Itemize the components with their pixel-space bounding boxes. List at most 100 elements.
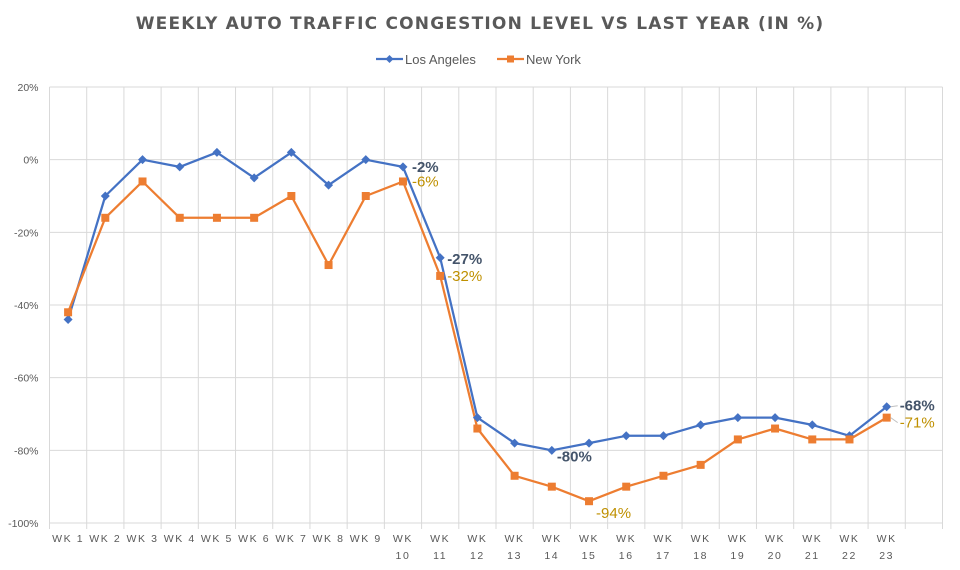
x-tick-label: WK bbox=[877, 533, 897, 545]
x-tick-label: WK bbox=[579, 533, 599, 545]
los-angeles-point bbox=[658, 431, 668, 441]
new-york-data-label: -32% bbox=[447, 268, 482, 285]
los-angeles-point bbox=[435, 253, 445, 263]
los-angeles-point bbox=[63, 315, 73, 325]
x-tick-label: WK 8 bbox=[313, 533, 345, 545]
label-leader-line bbox=[890, 417, 898, 424]
new-york-point bbox=[473, 424, 482, 433]
new-york-data-label: -6% bbox=[412, 173, 439, 190]
x-tick-label: WK bbox=[691, 533, 711, 545]
x-tick-label: 18 bbox=[693, 550, 708, 562]
y-tick-label: -20% bbox=[14, 227, 39, 239]
new-york-point bbox=[696, 460, 705, 469]
los-angeles-data-label: -2% bbox=[412, 159, 439, 176]
x-tick-label: 14 bbox=[544, 550, 559, 562]
grid bbox=[49, 86, 943, 529]
legend-los-angeles-label: Los Angeles bbox=[405, 52, 476, 67]
x-tick-label: WK bbox=[542, 533, 562, 545]
new-york-point bbox=[547, 482, 556, 491]
x-tick-label: 12 bbox=[470, 550, 485, 562]
new-york-point bbox=[175, 213, 184, 222]
los-angeles-line bbox=[67, 151, 888, 452]
los-angeles-point bbox=[547, 445, 557, 455]
new-york-point bbox=[733, 435, 742, 444]
x-tick-label: WK bbox=[616, 533, 636, 545]
los-angeles-point bbox=[361, 155, 371, 165]
los-angeles-data-label: -68% bbox=[900, 398, 935, 415]
x-tick-label: 21 bbox=[805, 550, 820, 562]
x-tick-label: WK bbox=[839, 533, 859, 545]
x-tick-label: WK 6 bbox=[238, 533, 270, 545]
x-tick-label: 13 bbox=[507, 550, 522, 562]
x-tick-label: 11 bbox=[433, 550, 447, 562]
new-york-point bbox=[882, 413, 891, 422]
los-angeles-point bbox=[324, 180, 334, 190]
new-york-point bbox=[212, 213, 221, 222]
los-angeles-point bbox=[510, 438, 520, 448]
los-angeles-point bbox=[175, 162, 185, 172]
x-tick-label: WK 4 bbox=[164, 533, 196, 545]
y-tick-label: 0% bbox=[23, 155, 38, 167]
los-angeles-data-label: -80% bbox=[557, 448, 592, 465]
x-tick-label: WK 3 bbox=[126, 533, 158, 545]
y-tick-label: 20% bbox=[17, 82, 38, 94]
new-york-point bbox=[845, 435, 854, 444]
new-york-point bbox=[138, 177, 147, 186]
x-tick-label: WK 2 bbox=[89, 533, 121, 545]
new-york-point bbox=[101, 213, 110, 222]
x-tick-label: 16 bbox=[619, 550, 634, 562]
los-angeles-point bbox=[100, 191, 110, 201]
los-angeles-point bbox=[696, 420, 706, 430]
los-angeles-point bbox=[621, 431, 631, 441]
series-markers bbox=[63, 147, 892, 506]
los-angeles-point bbox=[398, 162, 408, 172]
y-tick-label: -40% bbox=[14, 300, 39, 312]
legend-new-york-marker bbox=[507, 55, 514, 63]
new-york-point bbox=[510, 471, 519, 480]
x-tick-label: WK bbox=[505, 533, 525, 545]
los-angeles-point bbox=[882, 402, 892, 412]
x-tick-label: WK 7 bbox=[275, 533, 307, 545]
x-tick-label: 10 bbox=[396, 550, 411, 562]
chart-title: WEEKLY AUTO TRAFFIC CONGESTION LEVEL VS … bbox=[136, 14, 825, 34]
legend-new-york-label: New York bbox=[526, 52, 581, 67]
x-tick-label: WK bbox=[765, 533, 785, 545]
label-leader-line bbox=[890, 405, 898, 408]
los-angeles-point bbox=[138, 155, 148, 165]
x-tick-label: 17 bbox=[656, 550, 671, 562]
new-york-point bbox=[250, 213, 259, 222]
new-york-line bbox=[67, 180, 888, 503]
x-tick-label: WK bbox=[393, 533, 413, 545]
x-tick-label: 19 bbox=[730, 550, 745, 562]
los-angeles-point bbox=[807, 420, 817, 430]
new-york-point bbox=[622, 482, 631, 491]
legend-los-angeles-marker bbox=[385, 55, 394, 63]
los-angeles-point bbox=[472, 413, 482, 423]
los-angeles-point bbox=[733, 413, 743, 423]
new-york-point bbox=[808, 435, 817, 444]
y-tick-label: -80% bbox=[14, 445, 39, 457]
x-tick-label: WK 9 bbox=[350, 533, 382, 545]
los-angeles-data-label: -27% bbox=[447, 251, 482, 268]
new-york-point bbox=[585, 497, 594, 506]
x-tick-label: WK bbox=[430, 533, 450, 545]
los-angeles-point bbox=[249, 173, 259, 183]
legend: Los Angeles New York bbox=[376, 52, 581, 67]
y-axis: 20% 0% -20% -40% -60% -80% -100% bbox=[8, 82, 38, 530]
data-labels: -2%-6% -27%-32% -80% -94% -68%-71% bbox=[412, 159, 935, 522]
x-tick-label: 23 bbox=[879, 550, 894, 562]
los-angeles-point bbox=[286, 147, 296, 157]
x-tick-label: 20 bbox=[768, 550, 783, 562]
new-york-point bbox=[771, 424, 780, 433]
x-tick-label: WK bbox=[467, 533, 487, 545]
series-lines bbox=[67, 151, 888, 503]
los-angeles-point bbox=[584, 438, 594, 448]
new-york-point bbox=[361, 192, 370, 200]
los-angeles-point bbox=[770, 413, 780, 423]
new-york-point bbox=[659, 471, 668, 480]
los-angeles-point bbox=[212, 147, 222, 157]
new-york-point bbox=[64, 308, 73, 317]
x-tick-label: WK 5 bbox=[201, 533, 233, 545]
x-tick-label: WK bbox=[653, 533, 673, 545]
new-york-point bbox=[436, 271, 445, 280]
